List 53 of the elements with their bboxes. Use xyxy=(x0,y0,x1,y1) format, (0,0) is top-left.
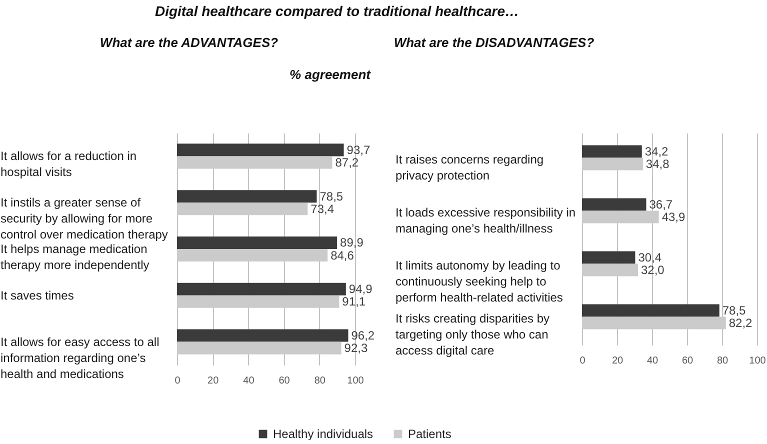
y-tick-label: It loads excessive responsibility in managing one’s health/illness xyxy=(396,206,576,236)
x-tick-label: 100 xyxy=(347,376,364,386)
bar xyxy=(177,329,348,342)
x-tick-label: 80 xyxy=(716,356,728,366)
x-tick-label: 0 xyxy=(174,376,181,386)
chart-subtitle: What are the DISADVANTAGES? xyxy=(394,35,594,50)
x-tick-label: 80 xyxy=(314,376,326,386)
x-tick-label: 40 xyxy=(243,376,255,386)
data-label: 84,6 xyxy=(330,248,354,262)
bar xyxy=(582,304,720,317)
y-tick-label: It allows for easy access to all information regarding one’s health and medications xyxy=(0,334,160,381)
data-label: 93,7 xyxy=(346,142,370,157)
data-label: 30,4 xyxy=(638,250,662,264)
legend-label: Patients xyxy=(408,427,452,441)
bar xyxy=(582,145,642,158)
data-label: 82,2 xyxy=(728,316,753,330)
bar xyxy=(177,190,317,203)
data-label: 89,9 xyxy=(340,236,364,250)
x-tick-label: 100 xyxy=(749,356,766,366)
bar xyxy=(582,251,636,264)
data-label: 32,0 xyxy=(641,262,665,277)
x-tick-label: 20 xyxy=(208,376,220,386)
text: % agreement xyxy=(290,67,372,82)
data-label: 87,2 xyxy=(335,155,359,170)
y-tick-label: It raises concerns regarding privacy protection xyxy=(396,152,544,182)
data-label: 34,2 xyxy=(644,144,669,158)
data-label: 36,7 xyxy=(649,197,673,212)
data-label: 96,2 xyxy=(351,328,375,343)
data-label: 34,8 xyxy=(646,156,670,171)
data-label: 73,4 xyxy=(310,202,334,216)
data-label: 78,5 xyxy=(722,303,746,318)
chart-title: Digital healthcare compared to traditional healthcare… xyxy=(154,3,520,19)
data-label: 43,9 xyxy=(662,210,686,224)
data-label: 94,9 xyxy=(348,282,373,296)
y-tick-label: It helps manage medication therapy more independently xyxy=(0,242,150,272)
bar xyxy=(582,198,646,211)
y-tick-label: It instils a greater sense of security by allowing for more control over medication therapy xyxy=(0,196,168,242)
data-label: 78,5 xyxy=(320,189,344,204)
y-tick-label: It allows for a reduction in hospital visits xyxy=(0,149,137,180)
y-tick-label: It saves times xyxy=(0,288,74,302)
y-tick-label: It risks creating disparities by targeting only those who can access digital care xyxy=(396,312,550,358)
bar xyxy=(177,144,344,156)
y-tick-label: It limits autonomy by leading to continuously seeking help to perform health-related activities xyxy=(396,258,563,304)
bar xyxy=(177,236,338,249)
x-tick-label: 60 xyxy=(278,376,290,386)
x-tick-label: 20 xyxy=(612,356,624,366)
chart-subtitle: What are the ADVANTAGES? xyxy=(100,35,278,50)
bar xyxy=(177,282,346,296)
data-label: 91,1 xyxy=(342,294,366,309)
x-tick-label: 0 xyxy=(580,356,586,366)
x-tick-label: 60 xyxy=(682,356,694,366)
data-label: 92,3 xyxy=(344,341,368,356)
x-tick-label: 40 xyxy=(646,356,658,366)
